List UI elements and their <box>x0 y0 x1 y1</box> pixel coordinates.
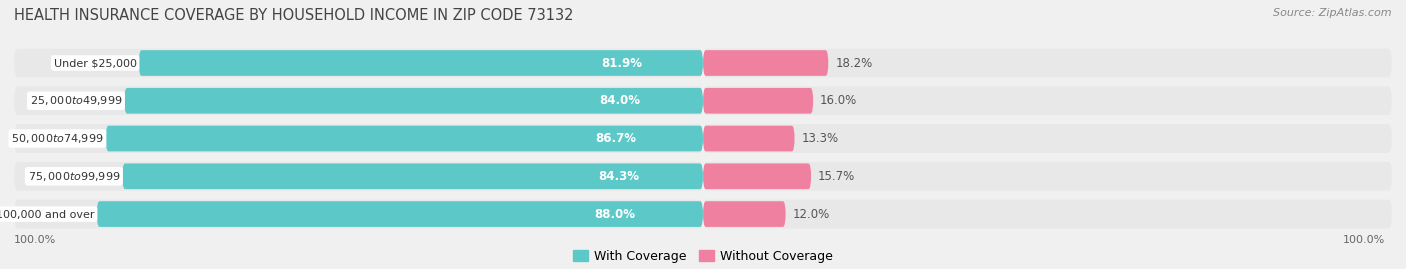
FancyBboxPatch shape <box>14 49 703 77</box>
FancyBboxPatch shape <box>703 162 1392 191</box>
Text: 100.0%: 100.0% <box>1343 235 1385 245</box>
Legend: With Coverage, Without Coverage: With Coverage, Without Coverage <box>572 250 834 263</box>
Text: $50,000 to $74,999: $50,000 to $74,999 <box>11 132 104 145</box>
FancyBboxPatch shape <box>139 50 703 76</box>
Text: 15.7%: 15.7% <box>818 170 855 183</box>
Text: $25,000 to $49,999: $25,000 to $49,999 <box>30 94 122 107</box>
Text: 16.0%: 16.0% <box>820 94 858 107</box>
FancyBboxPatch shape <box>124 88 703 114</box>
Text: 100.0%: 100.0% <box>14 235 56 245</box>
FancyBboxPatch shape <box>703 50 828 76</box>
FancyBboxPatch shape <box>703 201 786 227</box>
Text: 12.0%: 12.0% <box>793 208 830 221</box>
FancyBboxPatch shape <box>703 88 813 114</box>
FancyBboxPatch shape <box>703 49 1392 77</box>
Text: $100,000 and over: $100,000 and over <box>0 209 94 219</box>
FancyBboxPatch shape <box>703 86 1392 115</box>
FancyBboxPatch shape <box>14 200 703 228</box>
Text: 81.9%: 81.9% <box>602 56 643 69</box>
FancyBboxPatch shape <box>14 86 703 115</box>
Text: 18.2%: 18.2% <box>835 56 873 69</box>
Text: $75,000 to $99,999: $75,000 to $99,999 <box>28 170 120 183</box>
Text: HEALTH INSURANCE COVERAGE BY HOUSEHOLD INCOME IN ZIP CODE 73132: HEALTH INSURANCE COVERAGE BY HOUSEHOLD I… <box>14 8 574 23</box>
Text: 86.7%: 86.7% <box>596 132 637 145</box>
Text: 84.3%: 84.3% <box>599 170 640 183</box>
Text: Source: ZipAtlas.com: Source: ZipAtlas.com <box>1274 8 1392 18</box>
Text: 13.3%: 13.3% <box>801 132 838 145</box>
FancyBboxPatch shape <box>703 164 811 189</box>
FancyBboxPatch shape <box>703 200 1392 228</box>
FancyBboxPatch shape <box>97 201 703 227</box>
Text: 84.0%: 84.0% <box>599 94 640 107</box>
FancyBboxPatch shape <box>703 126 794 151</box>
Text: Under $25,000: Under $25,000 <box>53 58 136 68</box>
FancyBboxPatch shape <box>14 124 703 153</box>
Text: 88.0%: 88.0% <box>593 208 636 221</box>
FancyBboxPatch shape <box>105 126 703 151</box>
FancyBboxPatch shape <box>14 162 703 191</box>
FancyBboxPatch shape <box>703 124 1392 153</box>
FancyBboxPatch shape <box>122 164 703 189</box>
